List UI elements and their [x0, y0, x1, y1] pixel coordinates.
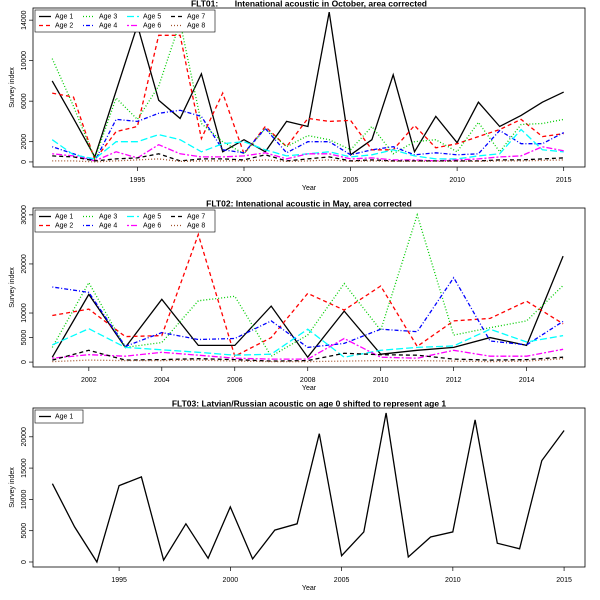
y-tick-label: 6000 — [21, 93, 28, 109]
legend-label: Age 7 — [187, 13, 205, 20]
plot-frame — [32, 407, 586, 568]
legend-label: Age 2 — [55, 222, 73, 229]
series-line — [52, 158, 564, 163]
legend-label: Age 3 — [99, 213, 117, 220]
x-tick-label: 2015 — [556, 177, 572, 184]
x-tick-label: 2015 — [556, 577, 572, 584]
series-line — [52, 327, 564, 358]
series-line — [52, 337, 564, 360]
x-tick-label: 2004 — [154, 377, 170, 384]
y-axis-label: Survey index — [9, 467, 16, 508]
x-axis-label: Year — [302, 585, 317, 592]
x-tick-label: 1995 — [130, 177, 146, 184]
series-line — [51, 212, 564, 358]
legend-label: Age 1 — [55, 413, 73, 420]
x-tick-label: 2008 — [300, 377, 316, 384]
series-line — [51, 128, 564, 160]
chart-title: FLT03: Latvian/Russian acoustic on age 0… — [172, 398, 447, 408]
x-tick-label: 2012 — [446, 377, 462, 384]
y-tick-label: 20000 — [21, 254, 28, 274]
legend-label: Age 6 — [143, 222, 161, 229]
y-tick-label: 0 — [21, 360, 28, 364]
y-tick-label: 0 — [21, 160, 28, 164]
x-tick-label: 1995 — [111, 577, 127, 584]
y-tick-label: 10000 — [21, 51, 28, 71]
x-tick-label: 2006 — [227, 377, 243, 384]
y-tick-label: 30000 — [21, 205, 28, 225]
legend-label: Age 5 — [143, 13, 161, 20]
x-axis-label: Year — [302, 185, 317, 192]
legend-label: Age 2 — [55, 22, 73, 29]
chart-title: FLT01: Intenational acoustic in October,… — [191, 0, 427, 8]
x-tick-label: 2014 — [519, 377, 535, 384]
y-tick-label: 14000 — [21, 10, 28, 30]
y-tick-label: 5000 — [21, 330, 28, 346]
legend-label: Age 3 — [99, 13, 117, 20]
y-axis-label: Survey index — [9, 67, 16, 108]
y-tick-label: 15000 — [21, 458, 28, 478]
x-tick-label: 2000 — [236, 177, 252, 184]
series-line — [51, 109, 565, 162]
x-axis-label: Year — [302, 385, 317, 392]
legend-label: Age 6 — [143, 22, 161, 29]
x-tick-label: 2010 — [373, 377, 389, 384]
legend-label: Age 5 — [143, 213, 161, 220]
legend-label: Age 7 — [187, 213, 205, 220]
legend-label: Age 8 — [187, 22, 205, 29]
y-tick-label: 10000 — [21, 303, 28, 323]
series-line — [52, 34, 564, 162]
x-tick-label: 2000 — [223, 577, 239, 584]
series-line — [52, 358, 564, 363]
y-tick-label: 20000 — [21, 427, 28, 447]
legend-label: Age 8 — [187, 222, 205, 229]
y-tick-label: 10000 — [21, 490, 28, 510]
x-tick-label: 2010 — [449, 177, 465, 184]
legend-box — [34, 209, 216, 233]
y-tick-label: 5000 — [21, 523, 28, 539]
plot-frame — [32, 207, 586, 368]
legend-box — [34, 409, 84, 424]
legend-label: Age 1 — [55, 13, 73, 20]
legend-label: Age 4 — [99, 22, 117, 29]
series-line — [52, 349, 564, 362]
plot-frame — [32, 7, 586, 168]
series-line — [51, 255, 564, 359]
x-tick-label: 2002 — [81, 377, 97, 384]
legend-box — [34, 9, 216, 33]
series-line — [51, 11, 564, 159]
series-line — [52, 276, 564, 349]
y-axis-label: Survey index — [9, 267, 16, 308]
chart-title: FLT02: Intenational acoustic in May, are… — [206, 198, 412, 208]
series-line — [51, 412, 565, 564]
x-tick-label: 2005 — [343, 177, 359, 184]
legend-label: Age 4 — [99, 222, 117, 229]
x-tick-label: 2005 — [334, 577, 350, 584]
y-tick-label: 2000 — [21, 134, 28, 150]
legend-label: Age 1 — [55, 213, 73, 220]
y-tick-label: 0 — [21, 560, 28, 564]
series-line — [51, 19, 564, 161]
x-tick-label: 2010 — [445, 577, 461, 584]
